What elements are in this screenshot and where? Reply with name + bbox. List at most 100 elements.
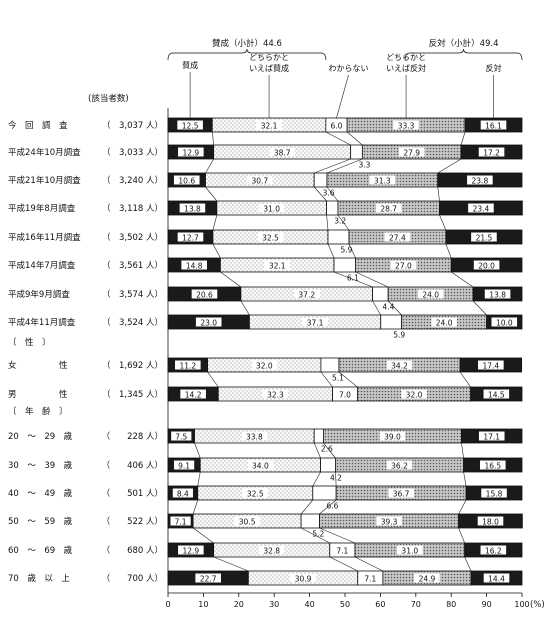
row-respondent-count: （ 1,692 人） [102, 360, 163, 371]
value-label-box [247, 175, 273, 185]
value-label-box [251, 360, 278, 370]
x-tick-label: 40 [305, 600, 315, 609]
value-label: 13.8 [184, 204, 201, 213]
connector-line [220, 271, 242, 288]
value-label: 32.3 [267, 390, 284, 399]
row-respondent-count: （ 501 人） [102, 488, 163, 499]
row-respondent-count: （ 3,561 人） [102, 260, 163, 271]
value-label-box [479, 460, 506, 470]
value-label-box [386, 460, 413, 470]
value-label-box [398, 147, 425, 157]
row-label: 平成9年9月調査 [8, 289, 70, 300]
value-label: 7.1 [175, 517, 187, 526]
value-label: 32.1 [261, 121, 278, 130]
legend-label: いえば反対 [386, 63, 426, 73]
value-label: 10.0 [496, 318, 513, 327]
value-label: 34.2 [391, 361, 408, 370]
bar-segment-dont-know [326, 200, 339, 216]
value-label-box [396, 545, 423, 555]
value-label-box [195, 573, 221, 583]
value-label-box [302, 317, 328, 327]
value-label: 30.5 [239, 517, 256, 526]
bar-row: 平成19年8月調査 （ 3,118 人） 13.8 31.0 28.7 23.4 3.2 [8, 200, 523, 226]
connector-line [323, 442, 336, 459]
bar-row: 70 歳 以 上 （ 700 人） 22.7 30.9 7.1 24.9 14.4 [8, 570, 523, 586]
connector-line [460, 131, 466, 146]
value-label: 28.7 [380, 204, 397, 213]
connector-line [319, 527, 356, 544]
value-label: 16.2 [485, 546, 502, 555]
connector-line [445, 243, 452, 259]
bar-segment-dont-know [312, 485, 337, 501]
connector-line [437, 186, 440, 202]
row-label: 40 ～ 49 歳 [8, 488, 73, 499]
bar-segment-dont-know [333, 257, 357, 273]
connector-line [240, 300, 250, 316]
approve-bracket [167, 48, 327, 61]
bar-segment-dont-know [372, 286, 389, 302]
value-label: 17.4 [482, 361, 499, 370]
legend-label: わからない [329, 64, 369, 73]
value-label-box [172, 488, 193, 498]
value-label: 14.5 [488, 390, 505, 399]
value-label-box [173, 175, 200, 185]
row-label: 30 ～ 39 歳 [8, 460, 73, 471]
bar-row: 女 性 （ 1,692 人） 11.2 32.0 34.2 17.4 5.1 [8, 357, 523, 383]
connector-line [335, 471, 337, 487]
value-label: 39.3 [381, 517, 398, 526]
value-label-box [477, 516, 504, 526]
connector-line [212, 243, 221, 259]
approve-subtotal-label: 賛成（小計）44.6 [212, 38, 282, 49]
row-respondent-count: （ 1,345 人） [102, 389, 163, 400]
connector-line [212, 214, 218, 231]
connector-line [439, 214, 447, 231]
value-label: 39.0 [384, 432, 401, 441]
row-respondent-count: （ 406 人） [102, 460, 163, 471]
row-label: 20 ～ 29 歳 [8, 431, 73, 442]
bar-segment-dont-know [350, 144, 363, 160]
dont-know-value-label: 3.3 [359, 161, 371, 170]
row-respondent-count: （ 3,574 人） [102, 289, 163, 300]
value-label: 37.2 [298, 290, 315, 299]
value-label-box [478, 147, 505, 157]
row-label: 50 ～ 59 歳 [8, 516, 73, 527]
row-respondent-count: （ 522 人） [102, 516, 163, 527]
value-label: 7.0 [339, 390, 351, 399]
bar-row: 平成24年10月調査 （ 3,033 人） 12.9 38.7 27.9 17.2 3.3 [8, 144, 523, 170]
value-label: 32.0 [406, 390, 423, 399]
value-label: 8.4 [177, 489, 189, 498]
respondent-count-header: (該当者数) [88, 93, 129, 104]
value-label: 36.2 [391, 461, 408, 470]
value-label-box [393, 120, 419, 130]
legend-item-dont-know: わからない [329, 64, 369, 119]
dont-know-value-label: 6.6 [326, 502, 338, 511]
value-label: 31.0 [263, 204, 280, 213]
value-label: 32.5 [247, 489, 264, 498]
x-tick-label: 10 [198, 600, 208, 609]
value-label-box [334, 389, 356, 399]
row-respondent-count: （ 3,118 人） [102, 203, 163, 214]
connector-line [451, 271, 474, 288]
value-label-box [293, 289, 320, 299]
row-respondent-count: （ 3,524 人） [102, 317, 163, 328]
connector-line [338, 371, 358, 388]
value-label: 37.1 [307, 318, 324, 327]
value-label: 23.0 [200, 318, 217, 327]
connector-line [326, 214, 329, 231]
row-label: 60 ～ 69 歳 [8, 545, 73, 556]
value-label: 23.8 [472, 176, 489, 185]
x-tick-label: 80 [446, 600, 456, 609]
value-label-box [269, 147, 295, 157]
row-respondent-count: （ 680 人） [102, 545, 163, 556]
value-label-box [379, 431, 406, 441]
value-label: 23.4 [473, 204, 490, 213]
connector-line [319, 499, 337, 515]
connector-line [472, 300, 487, 316]
dont-know-value-label: 5.9 [393, 331, 405, 340]
value-label-box [258, 545, 285, 555]
value-label-box [376, 516, 402, 526]
legend-item-oppose: 反対 [486, 63, 502, 118]
value-label: 32.0 [256, 361, 273, 370]
